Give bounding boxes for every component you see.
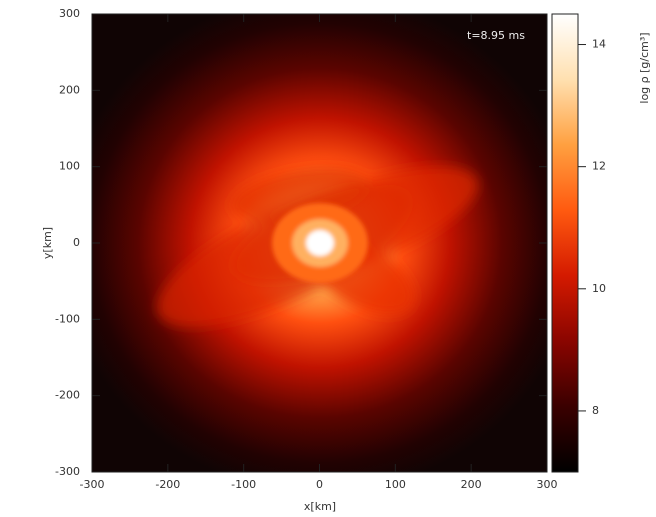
- core: [272, 203, 368, 283]
- y-tick-label: 200: [59, 83, 80, 96]
- x-tick-label: 100: [385, 478, 406, 491]
- colorbar-tick-label: 8: [592, 404, 599, 417]
- x-tick-label: -200: [155, 478, 180, 491]
- colorbar-tick-label: 12: [592, 160, 606, 173]
- colorbar: [551, 13, 579, 473]
- x-axis-label: x[km]: [304, 500, 336, 513]
- x-tick-label: -300: [80, 478, 105, 491]
- x-tick-label: 300: [537, 478, 558, 491]
- x-tick-label: 0: [316, 478, 323, 491]
- colorbar-tick-label: 10: [592, 282, 606, 295]
- y-tick-label: 300: [59, 7, 80, 20]
- y-tick-label: 100: [59, 160, 80, 173]
- y-tick-label: -300: [55, 465, 80, 478]
- x-tick-label: -100: [231, 478, 256, 491]
- density-image: [92, 14, 547, 472]
- y-tick-label: 0: [73, 236, 80, 249]
- colorbar-tick-label: 14: [592, 38, 606, 51]
- y-axis-label: y[km]: [41, 227, 54, 259]
- x-tick-label: 200: [461, 478, 482, 491]
- y-tick-label: -200: [55, 389, 80, 402]
- annotation: t=8.95 ms: [467, 29, 525, 42]
- colorbar-label: log ρ [g/cm³]: [638, 32, 651, 103]
- y-tick-label: -100: [55, 312, 80, 325]
